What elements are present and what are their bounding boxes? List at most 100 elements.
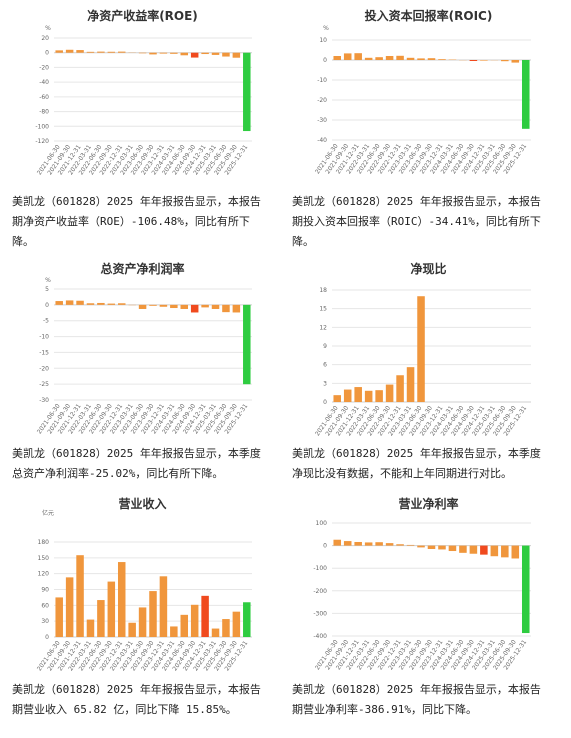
bar (406, 544, 415, 546)
y-tick-label: 10 (319, 37, 327, 44)
bar (243, 52, 251, 132)
bar (222, 304, 230, 313)
caption-roic: 美凯龙（601828）2025 年年报报告显示，本报告 期投入资本回报率（ROI… (292, 195, 541, 248)
bar (333, 56, 342, 60)
bar (396, 375, 404, 402)
y-tick-label: 120 (38, 571, 50, 578)
y-tick-label: 30 (41, 618, 49, 625)
bar (343, 541, 352, 546)
bar (107, 51, 116, 53)
y-tick-label: -10 (39, 334, 49, 341)
bar (170, 304, 178, 309)
y-tick-label: 12 (319, 324, 327, 331)
y-tick-label: 20 (41, 35, 49, 42)
cash-ratio-chart: 净现比18151296302021-06-302021-09-302021-12… (314, 261, 531, 437)
bar (427, 58, 436, 60)
y-tick-label: -120 (35, 138, 49, 145)
bar (406, 57, 415, 60)
caption-revenue: 美凯龙（601828）2025 年年报报告显示，本报告 期营业收入 65.82 … (12, 683, 261, 716)
y-tick-label: 100 (316, 520, 328, 527)
bar (180, 52, 189, 56)
bar (501, 545, 509, 558)
bar (406, 367, 415, 402)
y-tick-label: -300 (313, 610, 327, 617)
bar (138, 304, 147, 309)
unit-label: % (323, 25, 329, 32)
bar (243, 304, 251, 385)
bar (149, 52, 157, 55)
chart-title: 营业收入 (118, 496, 166, 511)
bar (76, 50, 84, 53)
revenue-chart: 营业收入亿元18015012090603002021-06-302021-09-… (36, 496, 252, 672)
bar (364, 390, 373, 402)
bar (521, 545, 530, 634)
chart-panel-revenue: 营业收入 亿元 180 150 120 90 60 30 0 2021-06-30 2021-09-… (0, 490, 285, 675)
bar (375, 542, 383, 546)
y-tick-label: -20 (39, 64, 49, 71)
bar (65, 49, 74, 53)
y-tick-label: 6 (323, 362, 327, 369)
bar (76, 300, 84, 305)
y-tick-label: -200 (313, 588, 327, 595)
y-tick-label: 90 (41, 587, 49, 594)
bar (232, 611, 241, 637)
bar (190, 604, 199, 637)
bar (232, 304, 241, 313)
unit-label: % (45, 25, 51, 32)
y-tick-label: 0 (323, 543, 327, 550)
bar (243, 602, 251, 637)
bar (107, 581, 116, 637)
bar (117, 303, 126, 305)
y-tick-label: -5 (43, 318, 49, 325)
chart-panel-cash-ratio: 净现比 18 15 12 9 6 3 0 2021-06-30 2021-09-30 2021-12… (286, 255, 571, 440)
y-tick-label: 9 (323, 343, 327, 350)
bar (86, 619, 95, 637)
chart-title: 净资产收益率(ROE) (87, 8, 198, 23)
bar (333, 539, 342, 546)
y-tick-label: 3 (323, 380, 327, 387)
chart-title: 投入资本回报率(ROIC) (365, 8, 493, 23)
caption-cash-ratio: 美凯龙（601828）2025 年年报报告显示，本季度 净现比没有数据，不能和上… (292, 447, 541, 480)
roe-chart: 净资产收益率(ROE)%200-20-40-60-80-100-1202021-… (35, 8, 252, 176)
bar (149, 304, 157, 306)
y-tick-label: -400 (313, 633, 327, 640)
bar (190, 52, 199, 58)
y-tick-label: -60 (39, 94, 49, 101)
bar (448, 545, 457, 552)
bar (364, 57, 373, 60)
bar (55, 301, 63, 305)
bar (427, 545, 436, 549)
y-tick-label: -40 (39, 79, 49, 86)
unit-label: % (45, 277, 51, 284)
bar (480, 60, 488, 61)
bar (385, 56, 394, 60)
bar (396, 544, 404, 546)
bar (354, 53, 362, 60)
bar (343, 53, 352, 60)
bar (138, 607, 147, 637)
bar (86, 51, 95, 53)
bar (211, 304, 220, 309)
y-tick-label: 150 (38, 555, 50, 562)
y-tick-label: 18 (319, 287, 327, 294)
bar (159, 576, 168, 637)
bar (190, 304, 199, 313)
y-tick-label: 15 (319, 306, 327, 313)
bar (97, 600, 105, 637)
bar (211, 52, 220, 55)
y-tick-label: -40 (317, 137, 327, 144)
unit-label: 亿元 (42, 509, 54, 517)
bar (438, 59, 446, 60)
bar (364, 542, 373, 546)
bar (65, 300, 74, 305)
bar (417, 296, 425, 402)
bar (159, 52, 168, 54)
bar (97, 51, 105, 53)
chart-title: 总资产净利润率 (100, 261, 184, 276)
bar (201, 304, 209, 308)
bar (511, 60, 520, 63)
bar (138, 52, 147, 54)
bar (375, 57, 383, 60)
y-tick-label: -25 (39, 381, 49, 388)
bar (232, 52, 241, 58)
